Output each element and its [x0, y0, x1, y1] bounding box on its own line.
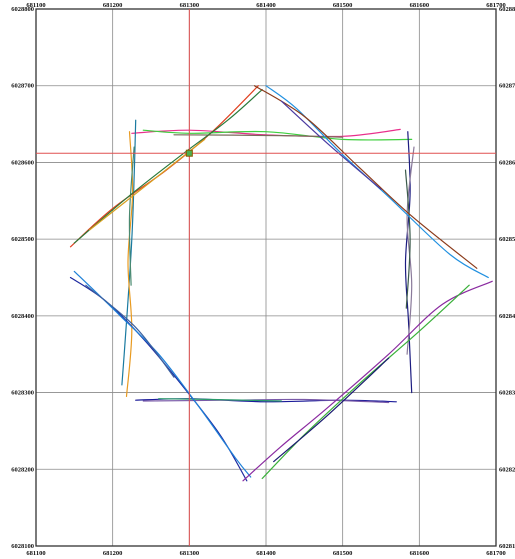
trace-diamond-se-a: [242, 280, 493, 482]
y-tick-label-right: 602820: [499, 466, 515, 473]
trace-diamond-nw-b: [73, 89, 263, 244]
grid-lines: [35, 8, 497, 547]
x-tick-label-bottom: 681500: [333, 550, 353, 557]
x-tick-label-top: 681700: [486, 2, 506, 9]
trace-diamond-se-c: [273, 357, 390, 463]
trace-diamond-sw-c: [85, 284, 175, 378]
survey-traces: [69, 85, 493, 482]
x-tick-label-top: 681600: [410, 2, 430, 9]
y-tick-label-right: 602850: [499, 236, 515, 243]
trace-diamond-sw-b: [73, 270, 252, 478]
cursor-marker-icon[interactable]: [185, 149, 193, 157]
y-tick-label-right: 602870: [499, 83, 515, 90]
trace-diamond-sw-a: [69, 276, 248, 482]
y-tick-label-right: 602830: [499, 390, 515, 397]
trace-diamond-ne-b: [253, 85, 478, 269]
y-tick-label-right: 602860: [499, 159, 515, 166]
trace-diamond-ne-a: [265, 85, 489, 279]
cursor-crosshair: [36, 9, 496, 546]
x-tick-label-top: 681400: [256, 2, 276, 9]
y-tick-label-left: 6028500: [11, 236, 34, 243]
y-tick-label-right: 602810: [499, 543, 515, 550]
trace-left-edge-c: [128, 146, 135, 286]
x-tick-label-bottom: 681100: [26, 550, 45, 557]
x-tick-label-bottom: 681600: [410, 550, 430, 557]
y-tick-label-left: 6028200: [11, 466, 34, 473]
trace-bottom-edge-b: [142, 398, 390, 404]
y-tick-label-left: 6028800: [11, 6, 34, 13]
x-tick-label-bottom: 681200: [103, 550, 123, 557]
trace-top-edge-b: [142, 129, 413, 141]
y-tick-label-left: 6028700: [11, 83, 34, 90]
x-tick-label-bottom: 681700: [486, 550, 506, 557]
trace-right-edge-b: [406, 146, 415, 355]
y-tick-label-right: 602840: [499, 313, 515, 320]
trace-diamond-nw-c: [89, 138, 206, 231]
x-tick-label-top: 681500: [333, 2, 353, 9]
y-tick-label-left: 6028100: [11, 543, 34, 550]
y-tick-label-left: 6028600: [11, 159, 34, 166]
y-tick-label-left: 6028300: [11, 390, 34, 397]
trace-diamond-ne-c: [280, 100, 382, 190]
trace-right-edge-c: [404, 169, 411, 309]
trace-top-edge-a: [131, 128, 401, 138]
x-tick-label-top: 681200: [103, 2, 123, 9]
x-tick-label-bottom: 681400: [256, 550, 276, 557]
x-tick-label-top: 681300: [180, 2, 200, 9]
trace-left-edge-b: [125, 131, 134, 397]
trace-diamond-se-b: [261, 284, 470, 480]
x-tick-label-top: 681100: [26, 2, 45, 9]
y-tick-label-left: 6028400: [11, 313, 34, 320]
x-tick-label-bottom: 681300: [180, 550, 200, 557]
map-frame: [35, 8, 497, 547]
coordinate-labels: 681100 681100 681200 681200 681300 681300 6814…: [11, 2, 515, 557]
trace-bottom-edge-c: [158, 398, 282, 402]
y-tick-label-right: 602880: [499, 6, 515, 13]
